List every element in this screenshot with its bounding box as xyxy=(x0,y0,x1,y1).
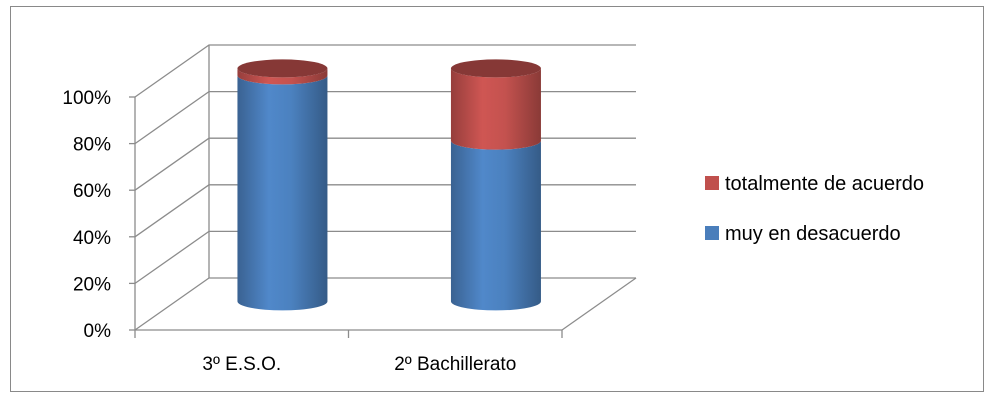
bar-segment xyxy=(450,140,541,311)
legend-swatch xyxy=(705,176,719,190)
bar-segment xyxy=(237,68,328,85)
axes xyxy=(129,45,637,338)
y-tick-label: 80% xyxy=(73,135,111,156)
gridline xyxy=(134,277,636,331)
bar-segment xyxy=(450,68,541,150)
y-tick-label: 100% xyxy=(62,88,111,109)
category-label: 2º Bachillerato xyxy=(394,354,516,375)
gridline xyxy=(134,90,636,145)
legend-entry: muy en desacuerdo xyxy=(725,223,901,245)
floor-edge xyxy=(561,277,637,331)
bars xyxy=(237,59,541,311)
y-tick-label: 60% xyxy=(73,181,111,202)
category-label: 3º E.S.O. xyxy=(202,354,281,375)
gridline xyxy=(134,137,636,191)
gridline xyxy=(134,44,636,98)
legend-entry: totalmente de acuerdo xyxy=(725,173,924,195)
legend-swatch xyxy=(705,226,719,240)
y-tick-label: 0% xyxy=(84,321,112,342)
bar-top xyxy=(237,59,328,78)
labels: 0% 20% 40% 60% 80% 100% 3º E.S.O. 2º Bachillera… xyxy=(62,88,516,375)
y-tick-label: 40% xyxy=(73,228,111,249)
bar-top xyxy=(450,59,541,78)
y-tick-label: 20% xyxy=(73,274,111,295)
bar-segment xyxy=(237,75,328,311)
gridline xyxy=(134,230,636,284)
gridline xyxy=(134,184,636,238)
gridlines xyxy=(134,44,636,331)
legend: totalmente de acuerdo muy en desacuerdo xyxy=(705,173,924,245)
